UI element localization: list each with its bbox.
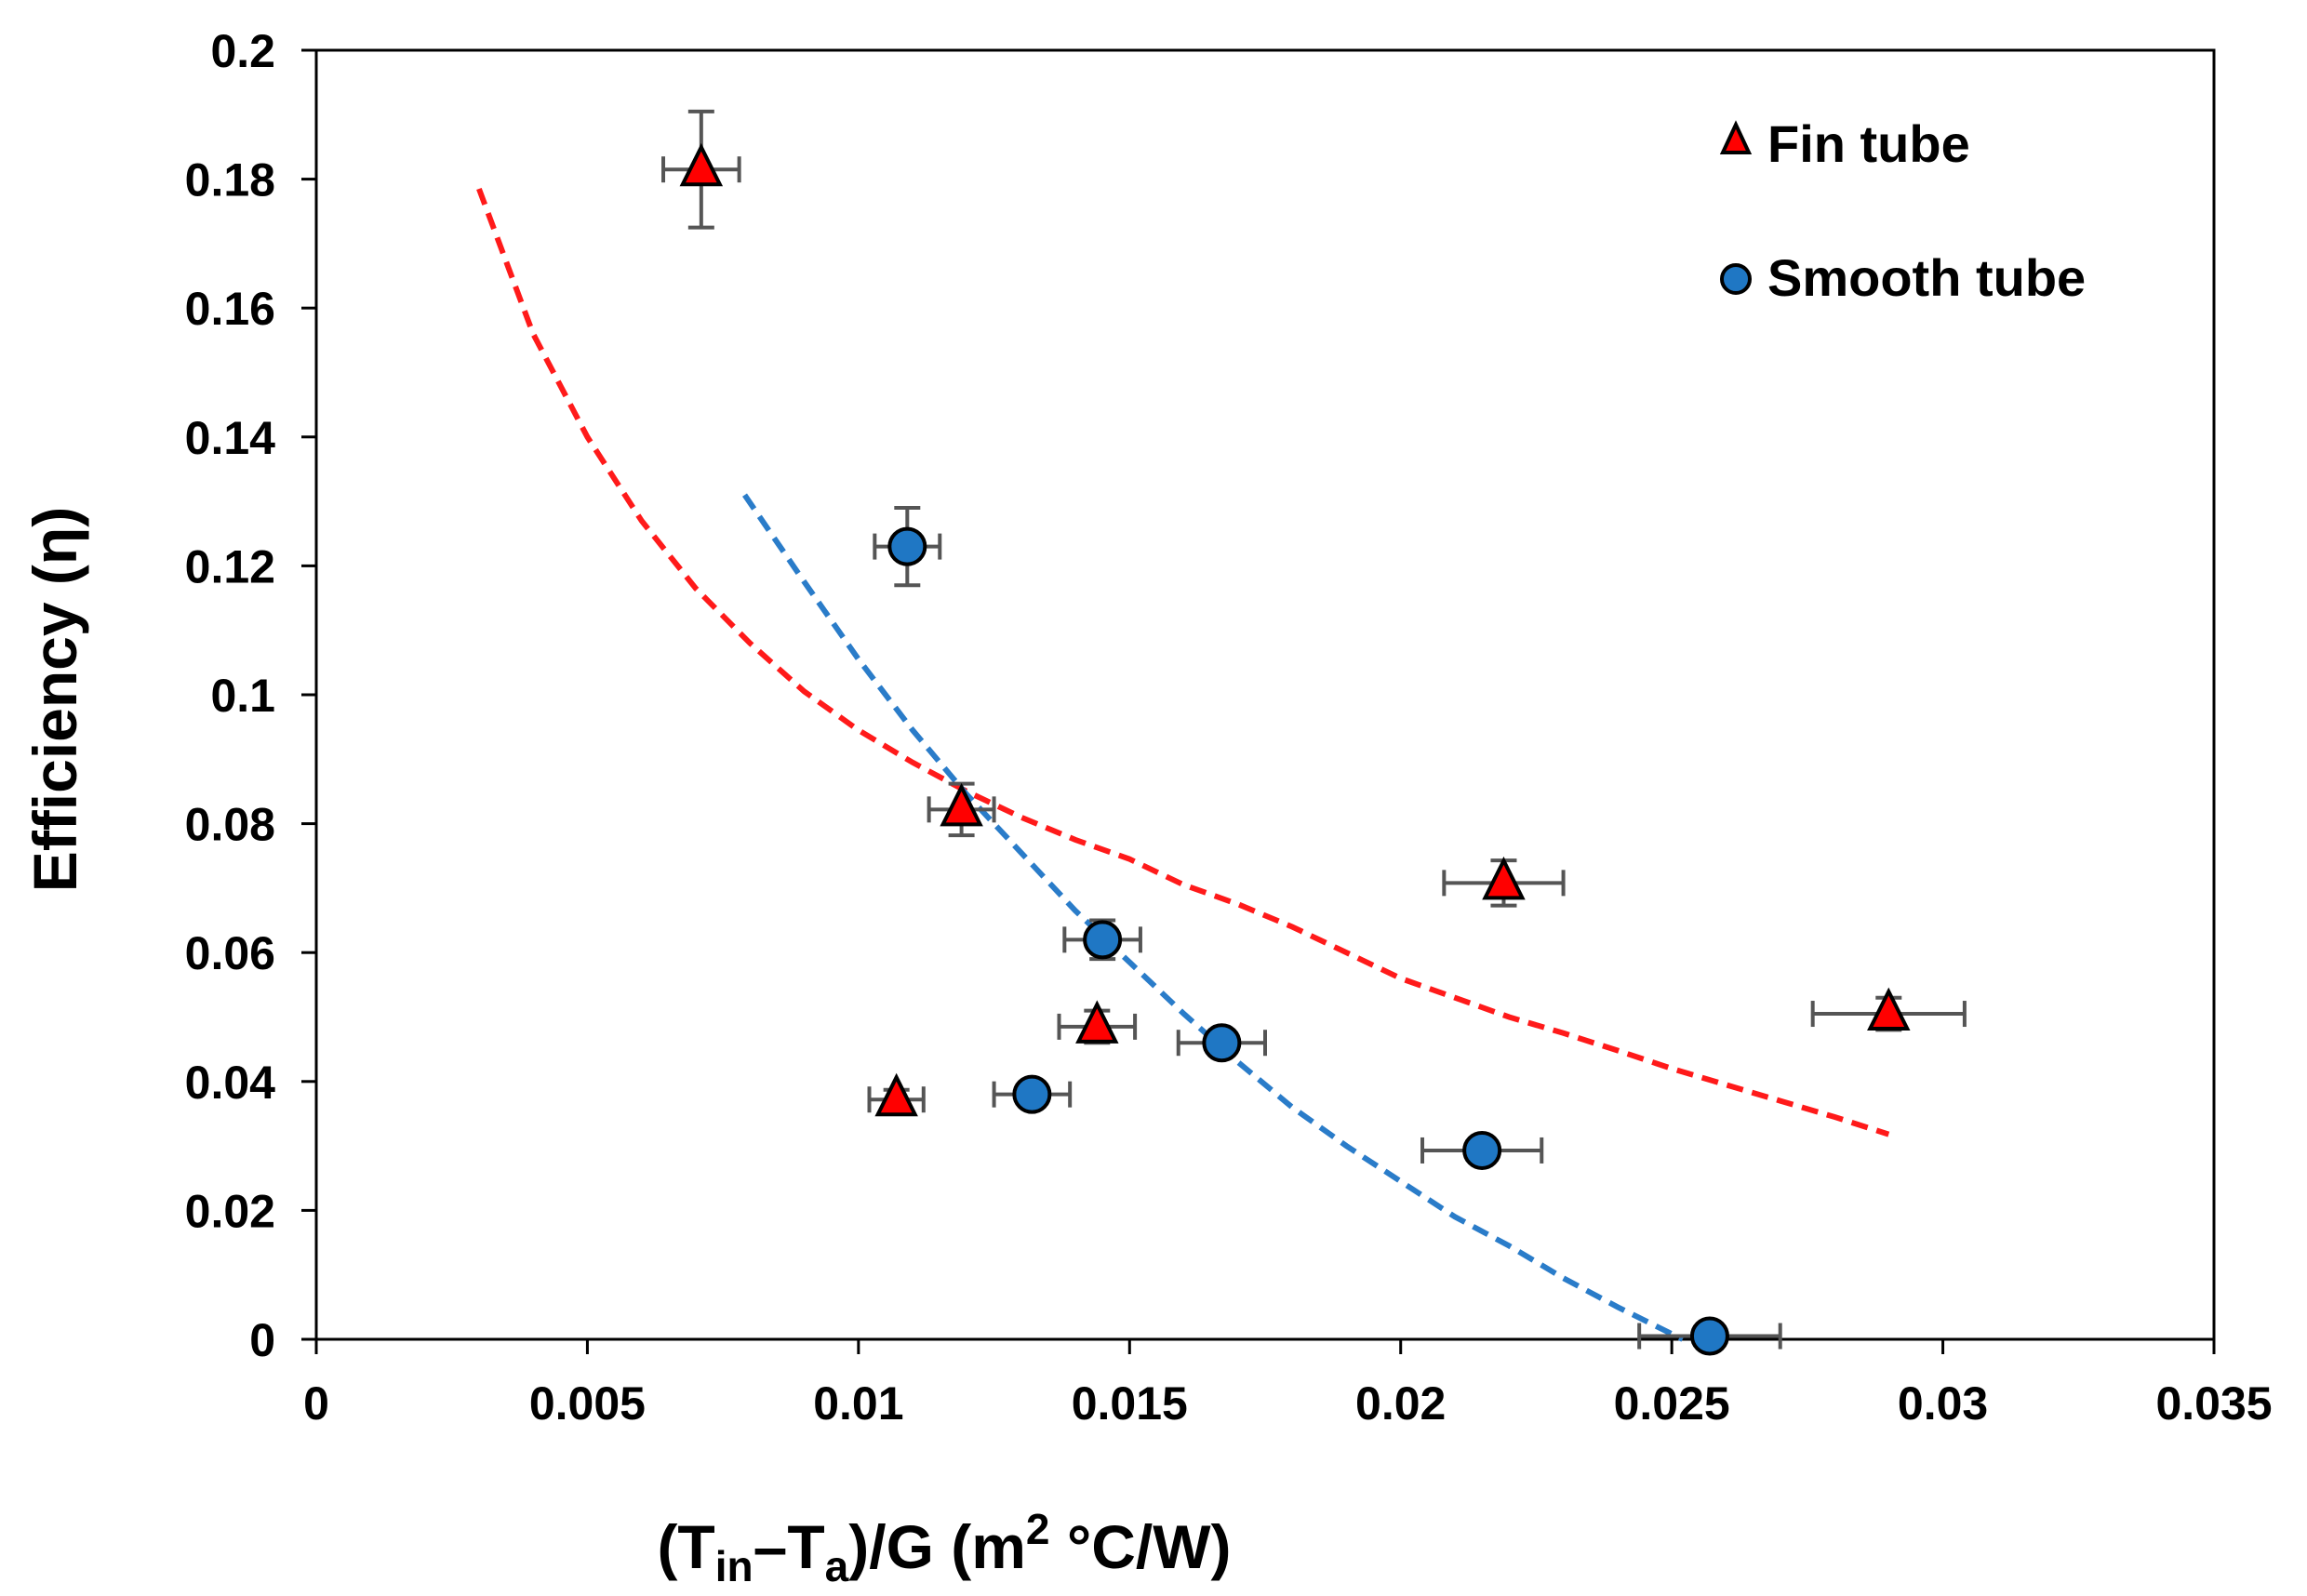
legend-triangle-icon [1719, 120, 1753, 154]
x-tick-label: 0.02 [1355, 1377, 1446, 1430]
x-tick-label: 0.01 [813, 1377, 903, 1430]
x-tick-label: 0 [303, 1377, 329, 1430]
plot-border [314, 48, 2216, 1341]
smooth-tube-point [1012, 1074, 1052, 1114]
fin-tube-point [1075, 1000, 1119, 1044]
plot-area [314, 48, 2216, 1341]
y-tick-label: 0.08 [185, 799, 275, 851]
y-tick-label: 0.14 [185, 412, 276, 464]
smooth-tube-point [887, 526, 927, 566]
x-axis-title: (Tin–Ta)/G (m2 °C/W) [657, 1505, 1231, 1590]
legend-circle-icon [1720, 263, 1752, 295]
x-tick-label: 0.025 [1614, 1377, 1730, 1430]
legend: Fin tube Smooth tube [1719, 114, 2086, 307]
trendline-smooth-tube [742, 493, 1685, 1342]
y-axis-title: Efficiency (η) [20, 507, 89, 892]
y-tick-label: 0.12 [185, 540, 275, 592]
fin-tube-point [1867, 987, 1911, 1031]
y-tick-label: 0.16 [185, 283, 275, 335]
data-markers [679, 142, 1911, 1356]
smooth-tube-point [1689, 1316, 1729, 1356]
y-tick-label: 0.18 [185, 154, 275, 206]
y-tick-label: 0 [249, 1314, 275, 1366]
x-tick-label: 0.035 [2155, 1377, 2272, 1430]
legend-item-fin-tube[interactable]: Fin tube [1719, 114, 1970, 173]
y-tick-label: 0.04 [185, 1057, 276, 1109]
legend-label-smooth-tube: Smooth tube [1767, 248, 2086, 307]
fin-tube-point [1482, 856, 1526, 900]
y-tick-label: 0.2 [210, 25, 275, 77]
x-tick-label: 0.015 [1072, 1377, 1188, 1430]
trendline-fin-tube [476, 187, 1890, 1137]
y-axis: 0 0.02 0.04 0.06 0.08 0.1 0.12 0.14 0.16 0.18 0.2 [185, 25, 316, 1366]
y-tick-label: 0.1 [210, 670, 275, 722]
y-tick-label: 0.06 [185, 927, 275, 979]
smooth-tube-point [1202, 1023, 1242, 1063]
trendlines [476, 187, 1890, 1342]
x-axis: 0 0.005 0.01 0.015 0.02 0.025 0.03 0.035 [303, 1339, 2273, 1430]
x-tick-label: 0.005 [529, 1377, 646, 1430]
y-tick-label: 0.02 [185, 1185, 275, 1237]
legend-label-fin-tube: Fin tube [1767, 114, 1970, 173]
fin-tube-point [940, 782, 983, 827]
legend-item-smooth-tube[interactable]: Smooth tube [1720, 248, 2086, 307]
fin-tube-point [679, 142, 724, 187]
smooth-tube-point [1462, 1130, 1502, 1170]
x-tick-label: 0.03 [1898, 1377, 1988, 1430]
fin-tube-point [874, 1072, 918, 1117]
smooth-tube-point [1083, 920, 1123, 960]
